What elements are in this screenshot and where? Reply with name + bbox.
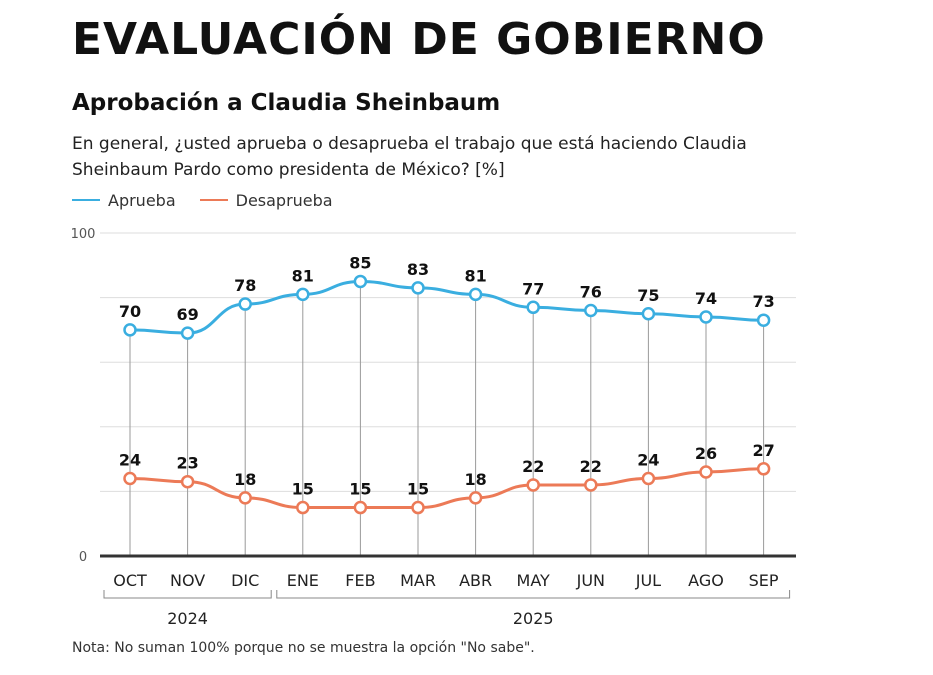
x-tick-label: ENE (287, 571, 319, 590)
data-point-desaprueba (699, 465, 713, 479)
x-tick-label: ABR (459, 571, 492, 590)
legend-swatch-aprueba (72, 199, 100, 201)
data-point-desaprueba (756, 462, 771, 476)
data-point-desaprueba (526, 478, 540, 492)
data-label-aprueba: 74 (695, 289, 717, 308)
data-point-aprueba (238, 297, 252, 311)
main-title: EVALUACIÓN DE GOBIERNO (72, 14, 766, 65)
data-point-aprueba (641, 307, 656, 321)
data-point-desaprueba (180, 474, 195, 489)
data-label-desaprueba: 24 (637, 450, 659, 469)
data-point-aprueba (468, 287, 483, 302)
data-label-aprueba: 76 (580, 283, 602, 302)
x-tick-label: DIC (231, 571, 259, 590)
data-point-aprueba (699, 310, 713, 324)
data-label-aprueba: 81 (292, 266, 314, 285)
data-point-desaprueba (584, 478, 598, 492)
x-tick-label: OCT (113, 571, 147, 590)
y-tick-label: 0 (79, 550, 87, 565)
data-point-aprueba (756, 313, 771, 327)
x-tick-label: MAR (400, 571, 436, 590)
data-point-aprueba (353, 274, 368, 289)
data-point-desaprueba (238, 491, 252, 505)
data-label-desaprueba: 15 (292, 480, 314, 499)
x-tick-label: FEB (345, 571, 375, 590)
data-point-aprueba (584, 303, 598, 318)
year-label: 2025 (513, 609, 554, 628)
data-label-aprueba: 75 (637, 286, 659, 305)
legend-item-desaprueba[interactable]: Desaprueba (199, 190, 333, 210)
x-tick-label: NOV (170, 571, 205, 590)
label-layer: 70 69 78 81 85 83 81 77 76 75 74 73 24 23 18 15 15 15 18 22… (119, 253, 775, 498)
year-label: 2024 (167, 609, 208, 628)
data-point-aprueba (123, 323, 137, 337)
data-point-desaprueba (296, 500, 310, 515)
footnote: Nota: No suman 100% porque no se muestra… (72, 640, 535, 656)
x-tick-label: MAY (517, 571, 551, 590)
data-point-desaprueba (353, 500, 368, 515)
legend-label-aprueba: Aprueba (108, 190, 176, 210)
legend-swatch-desaprueba (199, 199, 228, 201)
data-label-aprueba: 69 (176, 305, 198, 324)
data-label-aprueba: 83 (407, 260, 429, 279)
data-label-desaprueba: 24 (119, 450, 141, 469)
data-point-desaprueba (123, 471, 137, 486)
x-tick-label: SEP (749, 571, 779, 590)
grid-layer (100, 232, 796, 492)
data-label-desaprueba: 22 (580, 457, 602, 476)
data-label-desaprueba: 15 (407, 480, 429, 499)
data-label-aprueba: 81 (464, 266, 486, 285)
data-label-aprueba: 70 (119, 302, 141, 321)
legend-item-aprueba[interactable]: Aprueba (72, 191, 176, 210)
data-label-desaprueba: 26 (695, 444, 717, 463)
data-point-desaprueba (411, 500, 425, 515)
series-line-aprueba (129, 279, 764, 335)
data-point-aprueba (296, 287, 310, 302)
chart-subtitle: Aprobación a Claudia Sheinbaum (72, 90, 501, 116)
year-bracket (276, 590, 791, 599)
axis-layer: 0 100 OCT NOV DIC ENE FEB MAR ABR MAY JUN JUL AGO SEP… (71, 227, 796, 628)
series-line-desaprueba (129, 467, 764, 510)
survey-question: En general, ¿usted aprueba o desaprueba … (72, 134, 747, 180)
x-tick-label: AGO (688, 571, 724, 590)
y-tick-label: 100 (71, 227, 96, 242)
dropline-layer (129, 281, 765, 556)
legend: Aprueba Desaprueba (72, 190, 357, 210)
data-point-aprueba (180, 326, 195, 340)
data-label-desaprueba: 18 (464, 470, 486, 489)
data-label-aprueba: 85 (349, 253, 371, 272)
data-point-aprueba (526, 300, 540, 315)
data-label-desaprueba: 15 (349, 480, 371, 499)
data-label-desaprueba: 22 (522, 457, 544, 476)
x-tick-label: JUL (635, 571, 661, 590)
legend-label-desaprueba: Desaprueba (235, 190, 333, 210)
data-label-desaprueba: 27 (752, 441, 774, 460)
data-label-aprueba: 73 (752, 292, 774, 311)
series-layer (123, 274, 771, 515)
data-point-desaprueba (641, 471, 656, 486)
data-label-aprueba: 78 (234, 276, 256, 295)
x-tick-label: JUN (576, 571, 605, 590)
year-bracket (103, 590, 272, 599)
data-label-desaprueba: 18 (234, 470, 256, 489)
data-point-desaprueba (468, 491, 483, 505)
data-point-aprueba (411, 281, 425, 295)
data-label-desaprueba: 23 (176, 454, 198, 473)
data-label-aprueba: 77 (522, 279, 544, 298)
